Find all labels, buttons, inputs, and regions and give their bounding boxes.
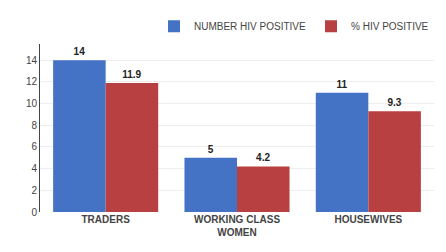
svg-text:HOUSEWIVES: HOUSEWIVES	[334, 214, 402, 225]
svg-text:11: 11	[337, 79, 348, 90]
svg-text:TRADERS: TRADERS	[81, 214, 130, 225]
svg-text:0: 0	[31, 207, 37, 218]
svg-text:11.9: 11.9	[122, 69, 141, 80]
svg-text:12: 12	[26, 76, 38, 87]
svg-text:14: 14	[74, 46, 86, 57]
svg-text:14: 14	[26, 55, 38, 66]
svg-text:WORKING CLASSWOMEN: WORKING CLASSWOMEN	[194, 214, 280, 238]
svg-text:8: 8	[31, 120, 37, 131]
svg-text:4: 4	[31, 163, 37, 174]
svg-text:% HIV POSITIVE: % HIV POSITIVE	[351, 21, 429, 32]
svg-text:6: 6	[31, 141, 37, 152]
svg-text:NUMBER HIV POSITIVE: NUMBER HIV POSITIVE	[194, 21, 306, 32]
svg-text:4.2: 4.2	[256, 152, 270, 163]
svg-text:5: 5	[208, 144, 214, 155]
svg-text:9.3: 9.3	[387, 97, 401, 108]
svg-text:10: 10	[26, 98, 38, 109]
svg-text:2: 2	[31, 185, 37, 196]
